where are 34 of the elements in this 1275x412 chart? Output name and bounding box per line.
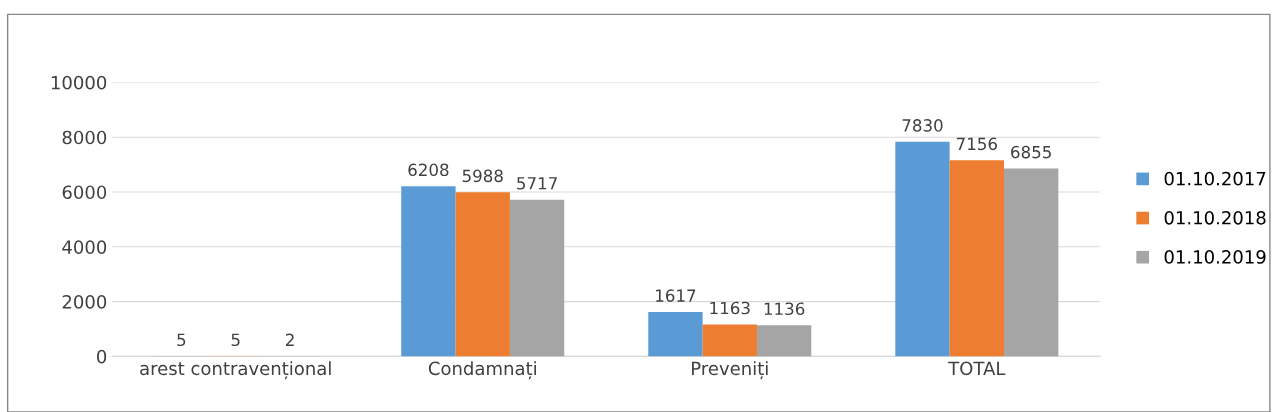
- x-tick-label: TOTAL: [948, 361, 1006, 376]
- data-label: 5988: [462, 169, 503, 183]
- bar: [455, 192, 510, 357]
- data-label: 1617: [656, 289, 696, 302]
- bar: [702, 324, 757, 357]
- bar: [949, 160, 1004, 357]
- y-tick-label: 0: [97, 349, 107, 364]
- data-label: 5717: [517, 177, 557, 190]
- bar: [648, 312, 703, 357]
- y-tick-label: 10000: [51, 75, 107, 90]
- data-label: 7830: [902, 119, 943, 132]
- y-tick-label: 8000: [62, 130, 107, 145]
- data-label: 5: [231, 333, 240, 347]
- bar: [756, 325, 812, 357]
- data-label: 1163: [710, 301, 750, 315]
- data-label: 6208: [408, 163, 449, 177]
- bar: [895, 141, 950, 357]
- bar: [401, 186, 456, 357]
- y-tick-label: 4000: [62, 240, 107, 254]
- y-tick-label: 2000: [62, 295, 107, 309]
- data-label: 7156: [956, 137, 997, 151]
- data-label: 5: [177, 333, 186, 347]
- x-tick-label: arest contravențional: [140, 361, 331, 380]
- x-tick-label: Condamnați: [428, 361, 536, 380]
- data-label: 1136: [764, 302, 805, 316]
- bar: [509, 199, 565, 357]
- data-label: 2: [285, 333, 294, 346]
- data-label: 6855: [1011, 145, 1051, 159]
- legend-label: 01.10.2019: [1164, 250, 1266, 264]
- legend-label: 01.10.2017: [1164, 171, 1266, 186]
- bar: [1003, 168, 1059, 357]
- y-tick-label: 6000: [62, 185, 107, 200]
- x-tick-label: Preveniți: [692, 361, 768, 380]
- legend-label: 01.10.2018: [1164, 210, 1266, 225]
